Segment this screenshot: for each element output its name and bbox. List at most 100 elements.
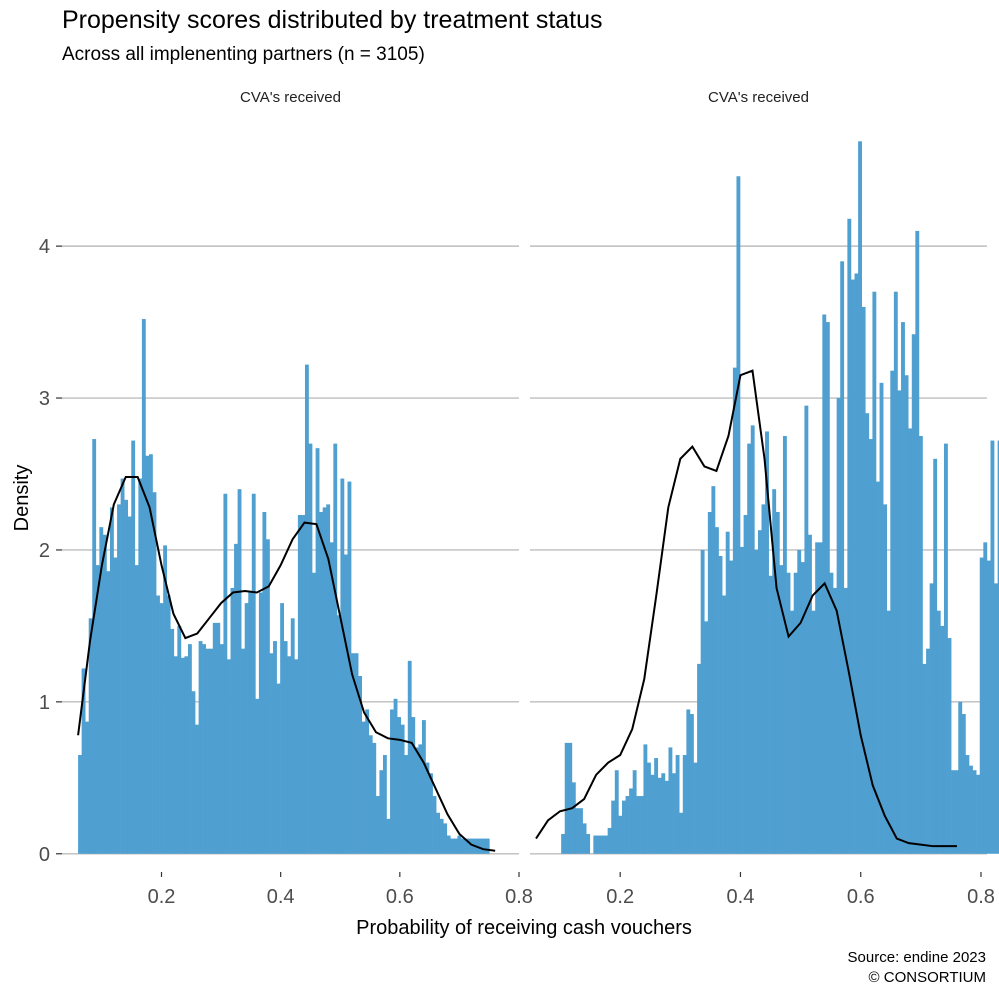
histogram-bar xyxy=(244,603,249,854)
histogram-bar xyxy=(404,755,409,854)
histogram-bar xyxy=(954,770,959,854)
histogram-bar xyxy=(226,659,231,854)
histogram-bar xyxy=(127,516,132,854)
histogram-bar xyxy=(262,511,267,854)
x-tick-label: 0.2 xyxy=(148,886,176,908)
histogram-bar xyxy=(765,431,769,854)
y-tick-label: 3 xyxy=(39,388,50,410)
histogram-bar xyxy=(582,823,587,854)
panel-2: CVA's received 0.2 0.4 0.6 0.8 xyxy=(530,89,999,908)
histogram-bar xyxy=(571,782,576,854)
histogram-bar xyxy=(621,800,626,854)
histogram-bar xyxy=(340,478,345,854)
histogram-bar xyxy=(297,515,302,854)
histogram-bar xyxy=(351,653,355,854)
histogram-bar xyxy=(808,534,812,854)
histogram-bar xyxy=(779,565,784,854)
histogram-bar xyxy=(429,773,433,854)
histogram-bar xyxy=(700,549,705,854)
histogram-bar xyxy=(847,218,852,854)
histogram-bar xyxy=(333,443,338,854)
histogram-bar xyxy=(386,818,391,854)
y-tick-label: 2 xyxy=(39,540,50,562)
histogram-bar xyxy=(85,721,90,854)
histogram-bar xyxy=(187,644,192,854)
histogram-bar xyxy=(897,390,902,854)
histogram-bar xyxy=(198,641,203,854)
histogram-bar xyxy=(865,413,870,854)
histogram-bar xyxy=(743,515,748,854)
histogram-bar xyxy=(872,291,877,854)
histogram-bar xyxy=(911,334,916,854)
histogram-bar xyxy=(319,511,324,854)
histogram-bar xyxy=(596,835,601,854)
histogram-bar xyxy=(811,610,816,854)
histogram-bar xyxy=(858,141,862,854)
histogram-bar xyxy=(411,717,416,854)
histogram-bar xyxy=(446,835,451,854)
histogram-bar xyxy=(679,812,684,854)
histogram-bar xyxy=(312,572,316,854)
histogram-bar xyxy=(629,788,634,854)
histogram-bar xyxy=(230,587,235,854)
y-tick-label: 4 xyxy=(39,236,50,258)
histogram-bar xyxy=(468,838,472,854)
histogram-bar xyxy=(382,755,387,854)
histogram-bar xyxy=(929,583,934,854)
histogram-bar xyxy=(102,534,107,854)
histogram-bar xyxy=(672,773,676,854)
histogram-bar xyxy=(604,835,608,854)
histogram-bar xyxy=(575,808,580,854)
histogram-bar xyxy=(943,443,948,854)
histogram-bar xyxy=(840,261,845,854)
histogram-bar xyxy=(329,542,334,854)
histogram-bar xyxy=(326,504,331,854)
histogram-bar xyxy=(152,492,157,854)
histogram-bar xyxy=(81,668,86,854)
histogram-bar xyxy=(482,838,487,854)
histogram-bar xyxy=(636,796,641,854)
histogram-bar xyxy=(248,592,253,854)
histogram-bar xyxy=(936,610,941,854)
histogram-bar xyxy=(979,557,984,854)
histogram-bar xyxy=(315,448,320,854)
histogram-bar xyxy=(643,744,648,854)
histogram-bar xyxy=(141,319,146,854)
histogram-bar xyxy=(593,835,598,854)
histogram-bar xyxy=(668,747,673,854)
histogram-bar xyxy=(983,542,988,854)
histogram-bar xyxy=(850,279,855,854)
histogram-bar xyxy=(336,615,341,854)
histogram-bar xyxy=(457,835,462,854)
histogram-bar xyxy=(833,587,837,854)
histogram-bar xyxy=(915,230,920,854)
histogram-bar xyxy=(732,367,737,854)
histogram-bar xyxy=(689,714,694,854)
histogram-bar xyxy=(854,273,859,854)
histogram-bar xyxy=(145,455,150,854)
histogram-bar xyxy=(661,773,666,854)
histogram-bar xyxy=(358,676,363,854)
x-tick-label: 0.8 xyxy=(967,886,995,908)
histogram-bar xyxy=(372,742,377,854)
histogram-bar xyxy=(904,375,909,854)
histogram-bar xyxy=(159,603,164,854)
histogram-bar xyxy=(390,709,394,854)
histogram-bar xyxy=(400,724,405,854)
histogram-bar xyxy=(173,656,178,854)
histogram-bar xyxy=(450,838,455,854)
histogram-bar xyxy=(393,698,398,854)
histogram-bar xyxy=(707,511,712,854)
histogram-bar xyxy=(397,717,401,854)
histogram-bar xyxy=(209,648,214,854)
histogram-bar xyxy=(95,565,100,854)
histogram-bar xyxy=(379,770,384,854)
histogram-bar xyxy=(697,663,701,854)
histogram-bar xyxy=(797,549,802,854)
histogram-bar xyxy=(750,425,755,854)
histogram-bar xyxy=(485,838,490,854)
histogram-bar xyxy=(961,714,966,854)
caption-source: Source: endine 2023 xyxy=(847,949,986,966)
histogram-bar xyxy=(432,796,437,854)
histogram-bar xyxy=(586,834,591,854)
